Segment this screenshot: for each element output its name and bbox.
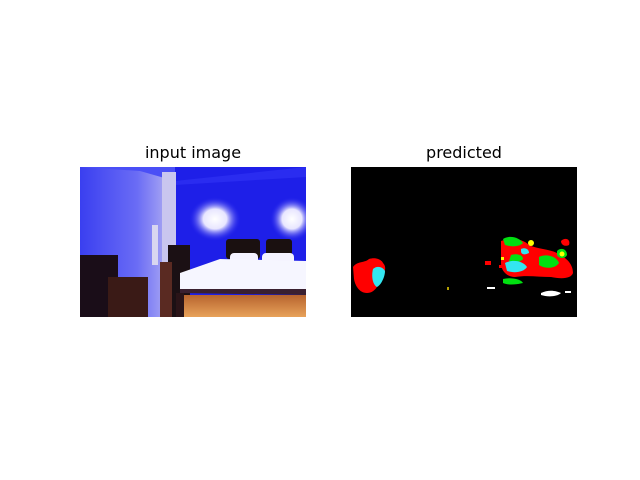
input-image (80, 167, 306, 317)
bedroom-photo (80, 167, 306, 317)
input-image-title: input image (144, 143, 242, 162)
predicted-title: predicted (426, 143, 502, 162)
segmentation-mask (351, 167, 577, 317)
predicted-mask (351, 167, 577, 317)
